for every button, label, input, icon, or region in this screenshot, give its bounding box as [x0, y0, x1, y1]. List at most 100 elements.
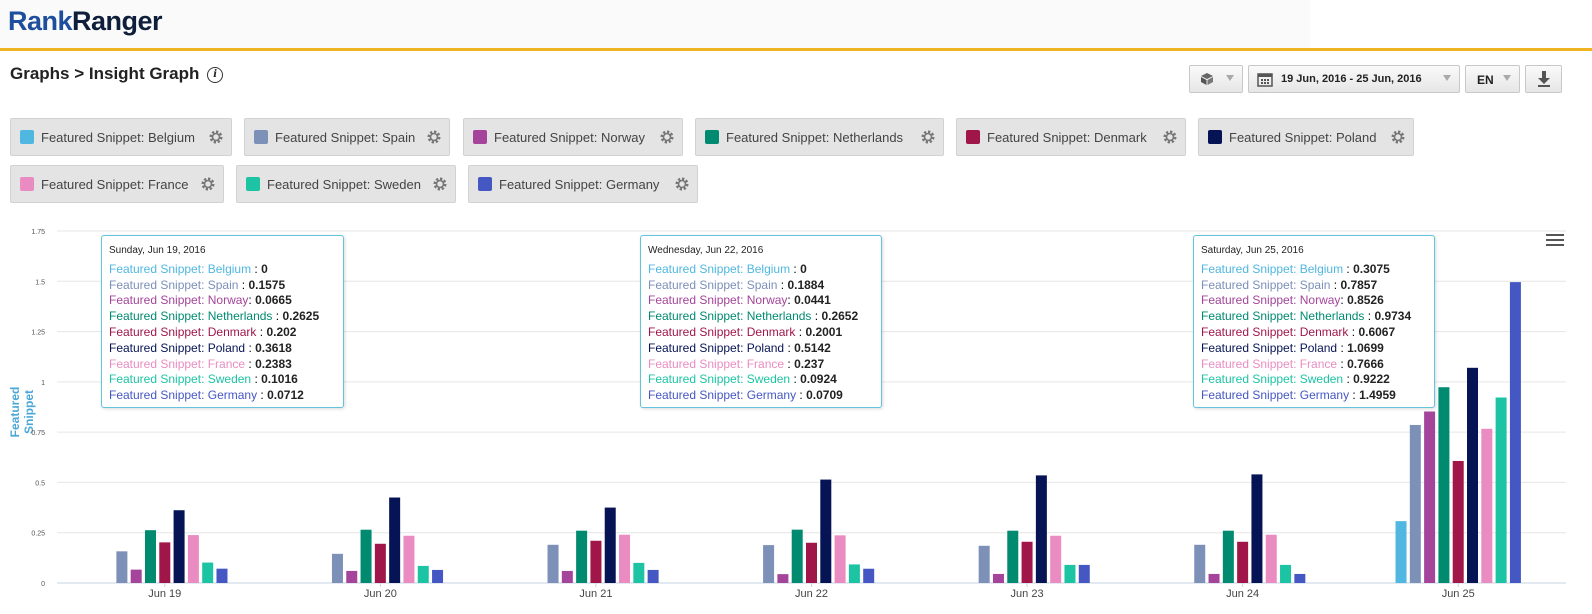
- gear-icon[interactable]: [675, 177, 689, 191]
- bar: [389, 497, 401, 583]
- top-bar-left: [0, 0, 1310, 48]
- legend-label: Featured Snippet: Denmark: [987, 129, 1147, 145]
- tooltip-row: Featured Snippet: Germany : 0.0709: [648, 388, 843, 403]
- legend-label: Featured Snippet: Netherlands: [726, 129, 904, 145]
- legend-label: Featured Snippet: France: [41, 176, 189, 192]
- legend-item-belgium[interactable]: Featured Snippet: Belgium: [10, 118, 232, 156]
- download-button[interactable]: [1525, 65, 1562, 93]
- legend-swatch: [246, 177, 260, 191]
- bar: [417, 565, 429, 583]
- top-bar-right: [1310, 0, 1592, 48]
- bar: [590, 540, 602, 583]
- gear-icon[interactable]: [433, 177, 447, 191]
- bar: [187, 535, 199, 583]
- legend-item-germany[interactable]: Featured Snippet: Germany: [468, 165, 698, 203]
- bar: [1064, 564, 1076, 583]
- tooltip-row: Featured Snippet: Netherlands : 0.9734: [1201, 309, 1412, 324]
- bar: [173, 510, 185, 583]
- bar: [777, 574, 789, 583]
- bar: [1509, 282, 1521, 583]
- legend-label: Featured Snippet: Norway: [494, 129, 646, 145]
- tooltip-jun-25: Saturday, Jun 25, 2016 Featured Snippet:…: [1193, 235, 1435, 408]
- y-tick-label: 0.5: [35, 480, 45, 487]
- logo[interactable]: RankRanger: [8, 6, 163, 37]
- gear-icon[interactable]: [427, 130, 441, 144]
- legend-swatch: [20, 177, 34, 191]
- bar: [604, 507, 616, 583]
- y-tick-label: 0: [41, 581, 45, 588]
- bar: [848, 564, 860, 583]
- legend-label: Featured Snippet: Spain: [275, 129, 416, 145]
- language-dropdown[interactable]: EN: [1465, 65, 1520, 93]
- legend-item-norway[interactable]: Featured Snippet: Norway: [463, 118, 683, 156]
- tooltip-row: Featured Snippet: Spain : 0.7857: [1201, 277, 1378, 292]
- segment-dropdown[interactable]: [1189, 65, 1243, 93]
- tooltip-row: Featured Snippet: Sweden : 0.9222: [1201, 372, 1390, 387]
- x-tick-label: Jun 21: [579, 588, 612, 600]
- tooltip-row: Featured Snippet: Norway: 0.0665: [109, 293, 292, 308]
- y-tick-label: 1: [41, 380, 45, 387]
- legend-item-netherlands[interactable]: Featured Snippet: Netherlands: [695, 118, 944, 156]
- tooltip-date: Saturday, Jun 25, 2016: [1201, 245, 1304, 256]
- gear-icon[interactable]: [209, 130, 223, 144]
- tooltip-row: Featured Snippet: Denmark : 0.202: [109, 324, 297, 339]
- legend-label: Featured Snippet: Poland: [1229, 129, 1377, 145]
- bar: [374, 543, 386, 583]
- bar: [1194, 544, 1206, 583]
- tooltip-row: Featured Snippet: Germany : 1.4959: [1201, 388, 1396, 403]
- y-tick-label: 0.25: [31, 531, 45, 538]
- bar: [1050, 535, 1062, 583]
- bar: [1495, 397, 1507, 583]
- logo-rank: Rank: [8, 6, 73, 36]
- chevron-down-icon: [1443, 75, 1451, 81]
- bar: [1251, 474, 1263, 583]
- chart-menu-icon[interactable]: [1546, 234, 1564, 249]
- legend-item-poland[interactable]: Featured Snippet: Poland: [1198, 118, 1414, 156]
- y-tick-label: 1.75: [31, 229, 45, 236]
- bar: [1222, 530, 1234, 583]
- page-title-text: Graphs > Insight Graph: [10, 64, 200, 83]
- legend-swatch: [1208, 130, 1222, 144]
- legend-item-denmark[interactable]: Featured Snippet: Denmark: [956, 118, 1186, 156]
- tooltip-row: Featured Snippet: France : 0.2383: [109, 356, 292, 371]
- bar: [144, 530, 156, 583]
- bar: [1280, 564, 1292, 583]
- tooltip-date: Sunday, Jun 19, 2016: [109, 245, 206, 256]
- bar: [1424, 411, 1436, 583]
- y-tick-label: 1.5: [35, 279, 45, 286]
- legend-item-france[interactable]: Featured Snippet: France: [10, 165, 224, 203]
- bar: [633, 562, 645, 583]
- bar: [331, 553, 343, 583]
- x-tick-label: Jun 25: [1442, 588, 1475, 600]
- bar: [820, 479, 832, 583]
- legend-swatch: [966, 130, 980, 144]
- gear-icon[interactable]: [921, 130, 935, 144]
- tooltip-row: Featured Snippet: Poland : 1.0699: [1201, 340, 1384, 355]
- gear-icon[interactable]: [1391, 130, 1405, 144]
- bar: [1438, 387, 1450, 583]
- bar: [159, 542, 171, 583]
- bar: [1481, 428, 1493, 583]
- x-tick-label: Jun 22: [795, 588, 828, 600]
- bar: [647, 569, 659, 583]
- chevron-down-icon: [1503, 75, 1511, 81]
- bar: [863, 568, 875, 583]
- info-icon[interactable]: i: [207, 66, 224, 83]
- legend-label: Featured Snippet: Belgium: [41, 129, 195, 145]
- bar: [978, 545, 990, 583]
- tooltip-row: Featured Snippet: France : 0.7666: [1201, 356, 1384, 371]
- bar: [763, 545, 775, 583]
- bar: [1467, 367, 1479, 583]
- gear-icon[interactable]: [660, 130, 674, 144]
- bar: [432, 569, 444, 583]
- bar: [1021, 541, 1033, 583]
- cube-icon: [1201, 73, 1213, 85]
- gear-icon[interactable]: [1163, 130, 1177, 144]
- gear-icon[interactable]: [201, 177, 215, 191]
- legend-item-sweden[interactable]: Featured Snippet: Sweden: [236, 165, 456, 203]
- legend-item-spain[interactable]: Featured Snippet: Spain: [244, 118, 450, 156]
- y-tick-label: 1.25: [31, 330, 45, 337]
- legend-swatch: [20, 130, 34, 144]
- x-tick-label: Jun 24: [1226, 588, 1259, 600]
- date-range-picker[interactable]: 19 Jun, 2016 - 25 Jun, 2016: [1248, 65, 1460, 93]
